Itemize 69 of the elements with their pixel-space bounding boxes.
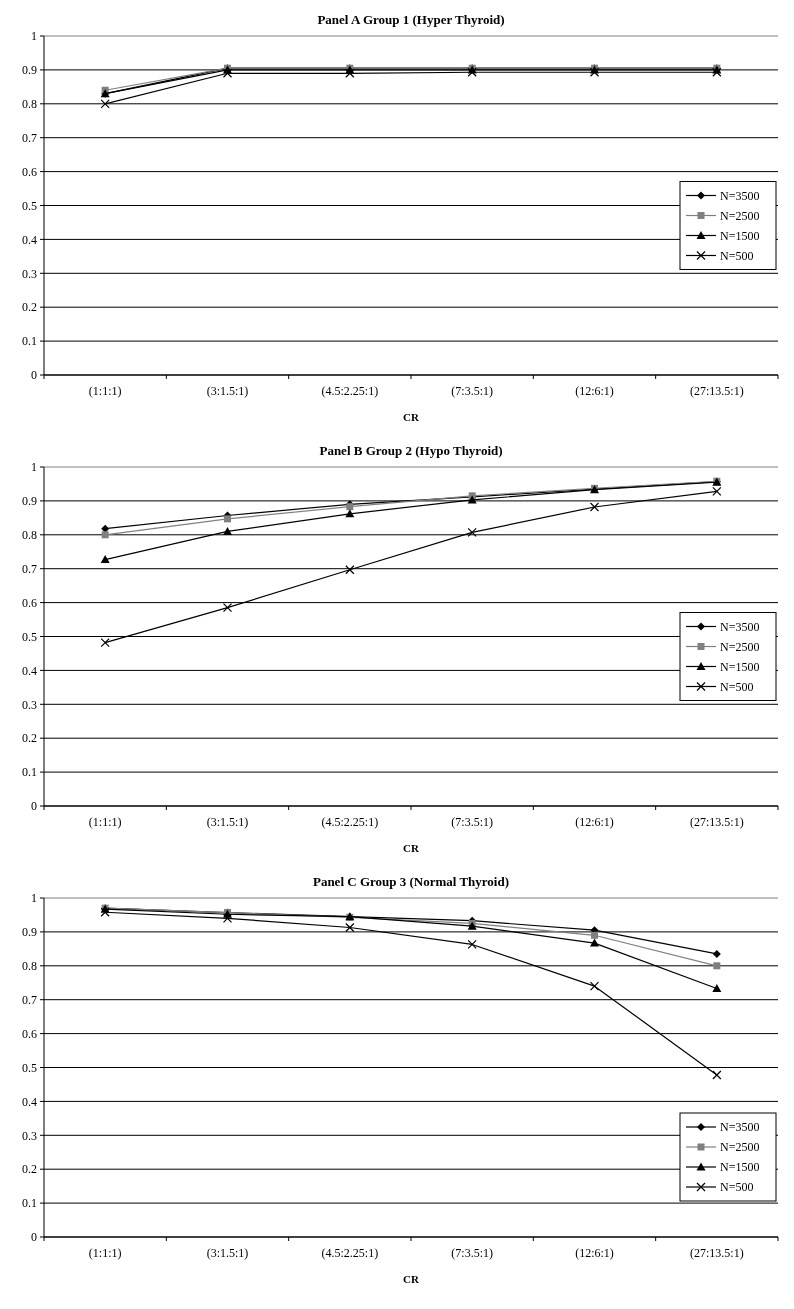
y-tick-label: 0.7 [22,130,37,145]
y-tick-label: 0.8 [22,528,37,542]
x-tick-label: (3:1.5:1) [206,384,249,398]
y-tick-label: 0 [31,1230,37,1245]
x-axis-title: CR [403,1273,420,1285]
y-tick-label: 0.5 [22,629,37,644]
y-tick-label: 0.2 [22,731,37,746]
x-tick-label: (27:13.5:1) [690,1246,744,1260]
legend-label: N=3500 [720,1120,760,1135]
y-tick-label: 0.6 [22,595,37,610]
y-tick-label: 0.3 [22,266,37,281]
x-tick-label: (1:1:1) [88,815,122,829]
x-tick-label: (3:1.5:1) [206,815,249,829]
chart-title: Panel B Group 2 (Hypo Thyroid) [319,443,503,458]
x-tick-label: (27:13.5:1) [690,384,744,398]
legend-label: N=3500 [720,188,760,203]
y-tick-label: 0.3 [22,1128,37,1143]
x-tick-label: (7:3.5:1) [451,384,493,398]
y-tick-label: 1 [31,29,37,44]
y-tick-label: 1 [31,460,37,475]
x-axis-title: CR [403,411,420,423]
x-tick-label: (12:6:1) [575,384,614,398]
y-tick-label: 0 [31,799,37,814]
y-tick-label: 0.6 [22,1026,37,1041]
x-tick-label: (3:1.5:1) [206,1246,249,1260]
chart-title: Panel A Group 1 (Hyper Thyroid) [317,12,505,27]
x-tick-label: (7:3.5:1) [451,1246,493,1260]
y-tick-label: 0.9 [22,925,37,940]
x-tick-label: (4.5:2.25:1) [321,384,379,398]
x-tick-label: (4.5:2.25:1) [321,815,379,829]
y-tick-label: 0.7 [22,992,37,1007]
legend-label: N=500 [720,1180,754,1195]
y-tick-label: 0.5 [22,1060,37,1075]
x-tick-label: (27:13.5:1) [690,815,744,829]
legend-label: N=2500 [720,208,760,223]
y-tick-label: 0.4 [22,1094,37,1109]
legend-label: N=500 [720,679,754,694]
legend-label: N=500 [720,248,754,263]
y-tick-label: 0.9 [22,494,37,509]
y-tick-label: 1 [31,891,37,906]
legend-label: N=2500 [720,639,760,654]
legend-label: N=1500 [720,1160,760,1175]
legend-label: N=1500 [720,228,760,243]
y-tick-label: 0.6 [22,164,37,179]
chart-title: Panel C Group 3 (Normal Thyroid) [312,874,510,889]
y-tick-label: 0.9 [22,63,37,78]
x-tick-label: (7:3.5:1) [451,815,493,829]
y-tick-label: 0.7 [22,561,37,576]
x-tick-label: (4.5:2.25:1) [321,1246,379,1260]
y-tick-label: 0.1 [22,1196,37,1211]
y-tick-label: 0.8 [22,959,37,973]
x-axis-title: CR [403,842,420,854]
y-tick-label: 0.5 [22,198,37,213]
y-tick-label: 0.2 [22,1162,37,1177]
y-tick-label: 0.1 [22,765,37,780]
legend-label: N=2500 [720,1140,760,1155]
x-tick-label: (12:6:1) [575,815,614,829]
legend-label: N=3500 [720,619,760,634]
y-tick-label: 0.4 [22,232,37,247]
y-tick-label: 0 [31,368,37,383]
x-tick-label: (1:1:1) [88,1246,122,1260]
y-tick-label: 0.8 [22,97,37,111]
y-tick-label: 0.3 [22,697,37,712]
y-tick-label: 0.1 [22,334,37,349]
x-tick-label: (12:6:1) [575,1246,614,1260]
x-tick-label: (1:1:1) [88,384,122,398]
y-tick-label: 0.4 [22,663,37,678]
legend-label: N=1500 [720,659,760,674]
y-tick-label: 0.2 [22,300,37,315]
